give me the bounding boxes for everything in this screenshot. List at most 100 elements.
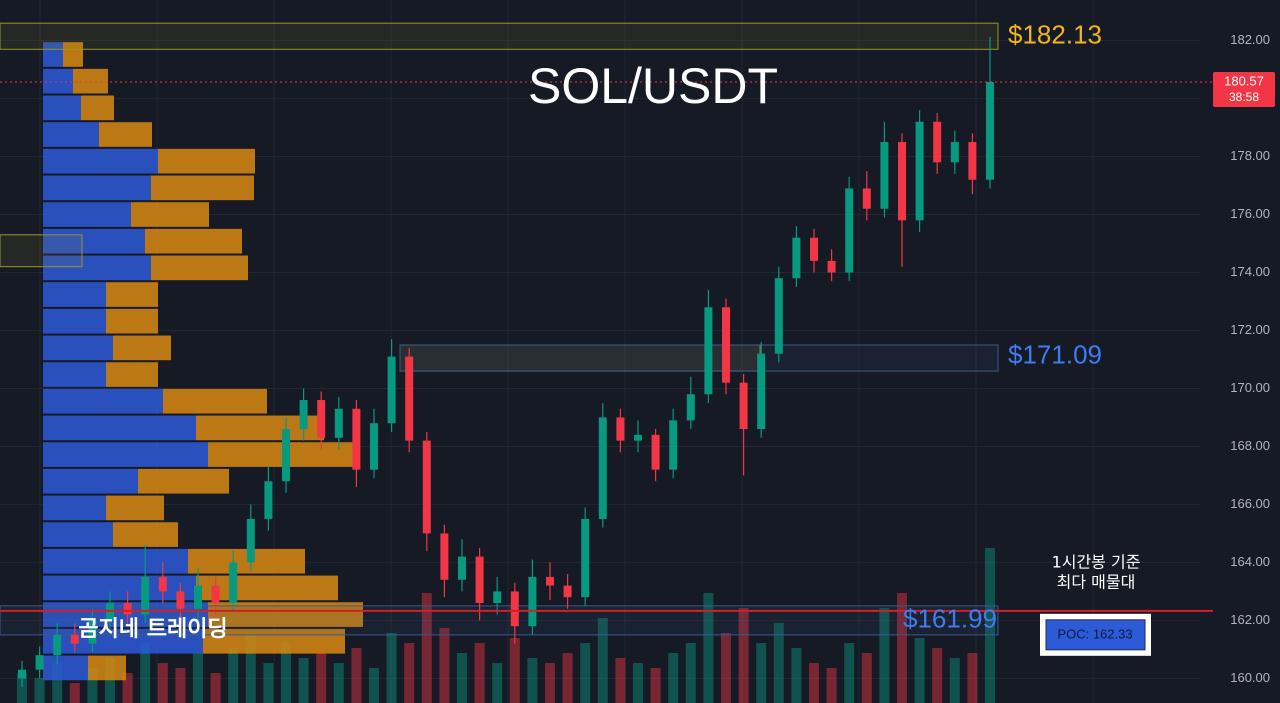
candle-body	[176, 591, 185, 609]
profile-sell	[73, 68, 108, 94]
y-tick-label: 160.00	[1230, 670, 1270, 685]
y-tick-label: 170.00	[1230, 380, 1270, 395]
profile-sell	[163, 388, 267, 414]
candle-body	[669, 420, 678, 470]
candle-body	[387, 356, 396, 424]
volume-bar	[34, 678, 45, 703]
candle-body	[405, 356, 414, 441]
profile-buy	[43, 548, 188, 574]
volume-bar	[52, 663, 63, 703]
profile-buy	[43, 415, 196, 441]
volume-bar	[826, 668, 837, 703]
profile-sell	[203, 628, 345, 654]
volume-bar	[17, 673, 27, 703]
volume-bar	[421, 593, 432, 703]
volume-bar	[703, 593, 714, 703]
candle-body	[211, 585, 220, 603]
profile-sell	[63, 42, 83, 67]
profile-buy	[43, 442, 208, 467]
profile-buy	[43, 42, 63, 67]
profile-sell	[145, 228, 242, 254]
volume-bar	[122, 673, 133, 703]
profile-sell	[99, 122, 152, 147]
volume-bar	[914, 638, 925, 703]
candle-body	[123, 602, 132, 615]
volume-bar	[967, 653, 978, 703]
volume-bar	[140, 643, 151, 703]
profile-buy	[43, 68, 73, 94]
candle-body	[35, 655, 44, 670]
candle-body	[475, 556, 484, 603]
volume-bar	[985, 548, 995, 703]
profile-buy	[43, 202, 131, 227]
volume-bar	[844, 643, 855, 703]
profile-sell	[188, 548, 305, 574]
y-tick-label: 174.00	[1230, 264, 1270, 279]
candle-body	[915, 121, 924, 221]
profile-sell	[113, 335, 171, 361]
volume-bar	[773, 623, 784, 703]
volume-bar	[351, 648, 362, 703]
price-zone	[0, 22, 999, 50]
volume-bar	[386, 633, 397, 703]
y-tick-label: 164.00	[1230, 554, 1270, 569]
candle-body	[634, 434, 642, 441]
profile-buy	[43, 228, 145, 254]
candle-body	[810, 237, 818, 261]
volume-bar	[193, 653, 203, 703]
candle-body	[458, 556, 466, 580]
y-tick-label: 172.00	[1230, 322, 1270, 337]
profile-sell	[81, 95, 114, 121]
profile-buy	[43, 362, 106, 387]
volume	[17, 548, 995, 703]
price-annotation: $182.13	[1008, 20, 1102, 50]
volume-bar	[69, 683, 80, 703]
candle-body	[246, 518, 255, 563]
volume-bar	[615, 658, 626, 703]
poc-note: 1시간봉 기준	[1052, 553, 1141, 572]
volume-bar	[87, 668, 98, 703]
watermark: 곰지네 트레이딩	[78, 617, 227, 642]
candle-body	[88, 620, 97, 644]
volume-bar	[861, 653, 872, 703]
volume-bar	[210, 673, 221, 703]
candle-body	[194, 585, 202, 609]
candle-body	[722, 307, 730, 383]
price-annotation: $161.99	[903, 604, 997, 634]
candle-body	[686, 394, 695, 421]
poc-box	[1045, 619, 1146, 651]
candle-body	[528, 576, 537, 627]
profile-buy	[43, 468, 138, 494]
profile-buy	[43, 335, 113, 361]
candle-body	[352, 408, 361, 470]
candle-body	[581, 518, 590, 598]
profile-sell	[196, 575, 338, 601]
candle-body	[18, 669, 26, 679]
candle-body	[141, 576, 150, 615]
candle-body	[862, 188, 871, 209]
profile-sell	[113, 522, 178, 547]
profile-sell	[106, 362, 158, 387]
last-price-box	[1213, 72, 1275, 108]
candle-body	[70, 634, 79, 644]
volume-bar	[545, 663, 555, 703]
candle-body	[282, 429, 290, 482]
candle-body	[370, 423, 378, 470]
chart-title: SOL/USDT	[528, 58, 778, 114]
profile-sell	[106, 282, 158, 307]
volume-bar	[597, 618, 608, 703]
candle-body	[53, 634, 62, 656]
last-price-label: 180.57	[1224, 73, 1264, 88]
candle-body	[880, 142, 889, 209]
profile-buy	[43, 495, 106, 521]
volume-bar	[492, 663, 503, 703]
profile-sell	[88, 655, 126, 681]
volume-bar	[457, 653, 467, 703]
profile-buy	[43, 148, 158, 174]
candle-body	[334, 408, 343, 438]
profile-sell	[151, 175, 254, 201]
profile-sell	[151, 255, 248, 281]
profile-sell	[106, 308, 158, 334]
